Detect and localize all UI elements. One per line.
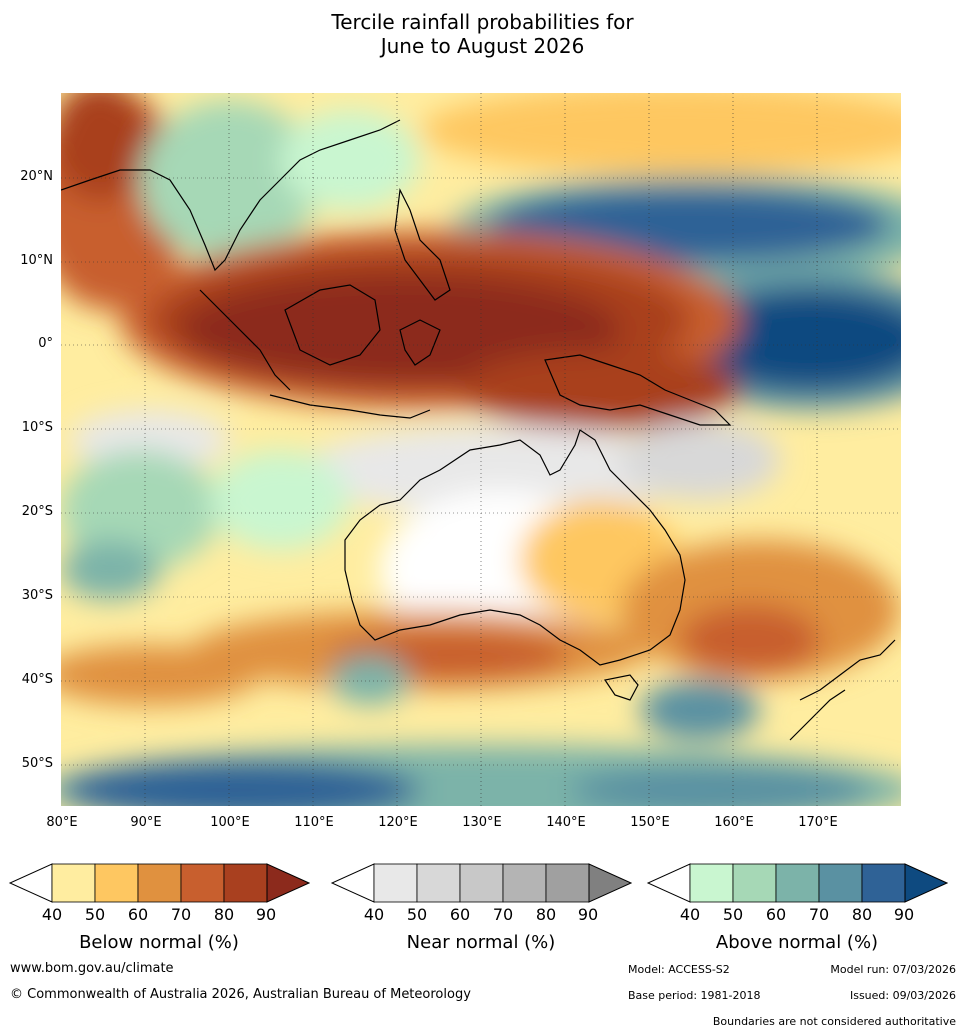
lon-label: 130°E	[462, 815, 502, 830]
colorbar-title-above: Above normal (%)	[715, 932, 879, 953]
lat-label: 10°S	[21, 420, 53, 435]
base-period: Base period: 1981-2018	[628, 989, 761, 1002]
colorbar-segment	[51, 863, 96, 903]
colorbar-below-normal	[8, 863, 310, 903]
colorbar-segment	[180, 863, 225, 903]
lat-label: 0°	[38, 336, 53, 351]
coastlines	[61, 119, 896, 741]
lat-label: 10°N	[20, 253, 53, 268]
model-run-date: Model run: 07/03/2026	[830, 963, 956, 976]
probability-field	[61, 93, 901, 806]
title-line-1: Tercile rainfall probabilities for	[331, 10, 634, 34]
issued-date: Issued: 09/03/2026	[849, 989, 956, 1002]
lat-label: 40°S	[21, 672, 53, 687]
colorbar-above-normal	[646, 863, 948, 903]
graticule	[61, 93, 901, 806]
copyright-text: © Commonwealth of Australia 2026, Austra…	[10, 987, 471, 1002]
colorbar-segment	[94, 863, 139, 903]
colorbar-segment	[861, 863, 906, 903]
colorbar-segment	[373, 863, 418, 903]
colorbar-segment	[545, 863, 590, 903]
colorbar-tick: 60	[127, 905, 149, 924]
colorbar-segment	[775, 863, 820, 903]
lon-label: 90°E	[130, 815, 162, 830]
colorbar-tick: 50	[406, 905, 428, 924]
lon-label: 140°E	[546, 815, 586, 830]
colorbar-segment	[502, 863, 547, 903]
boundaries-disclaimer: Boundaries are not considered authoritat…	[712, 1015, 956, 1028]
colorbar-tick: 80	[851, 905, 873, 924]
colorbar-extend-low	[646, 863, 691, 903]
colorbar-segment	[459, 863, 504, 903]
lat-label: 20°N	[20, 169, 53, 184]
colorbar-segment	[223, 863, 268, 903]
colorbar-segment	[689, 863, 734, 903]
website-link[interactable]: www.bom.gov.au/climate	[10, 961, 174, 976]
lon-label: 170°E	[798, 815, 838, 830]
colorbar-segment	[818, 863, 863, 903]
lon-label: 150°E	[630, 815, 670, 830]
colorbar-tick: 90	[255, 905, 277, 924]
rainfall-probability-map	[61, 93, 901, 806]
colorbar-segment	[732, 863, 777, 903]
colorbar-tick: 50	[722, 905, 744, 924]
colorbar-extend-low	[330, 863, 375, 903]
colorbar-tick: 40	[363, 905, 385, 924]
colorbar-tick: 90	[577, 905, 599, 924]
lat-label: 20°S	[21, 504, 53, 519]
colorbar-extend-high	[904, 863, 948, 903]
colorbar-segment	[137, 863, 182, 903]
lon-label: 120°E	[378, 815, 418, 830]
colorbar-tick: 80	[535, 905, 557, 924]
colorbar-tick: 60	[449, 905, 471, 924]
lon-label: 160°E	[714, 815, 754, 830]
lon-label: 80°E	[46, 815, 78, 830]
colorbar-near-normal	[330, 863, 632, 903]
colorbar-tick: 50	[84, 905, 106, 924]
lon-label: 100°E	[210, 815, 250, 830]
map-title: Tercile rainfall probabilities for June …	[0, 10, 965, 58]
title-line-2: June to August 2026	[380, 34, 585, 58]
colorbar-tick: 70	[492, 905, 514, 924]
colorbar-tick: 90	[893, 905, 915, 924]
colorbar-tick: 70	[808, 905, 830, 924]
colorbar-tick: 40	[679, 905, 701, 924]
colorbar-tick: 60	[765, 905, 787, 924]
colorbar-tick: 40	[41, 905, 63, 924]
colorbar-title-near: Near normal (%)	[406, 932, 556, 953]
colorbar-extend-high	[588, 863, 632, 903]
colorbar-extend-low	[8, 863, 53, 903]
lat-label: 50°S	[21, 756, 53, 771]
colorbar-segment	[416, 863, 461, 903]
colorbar-tick: 80	[213, 905, 235, 924]
lon-label: 110°E	[294, 815, 334, 830]
model-name: Model: ACCESS-S2	[628, 963, 730, 976]
colorbar-tick: 70	[170, 905, 192, 924]
colorbar-extend-high	[266, 863, 310, 903]
colorbar-title-below: Below normal (%)	[79, 932, 239, 953]
lat-label: 30°S	[21, 588, 53, 603]
